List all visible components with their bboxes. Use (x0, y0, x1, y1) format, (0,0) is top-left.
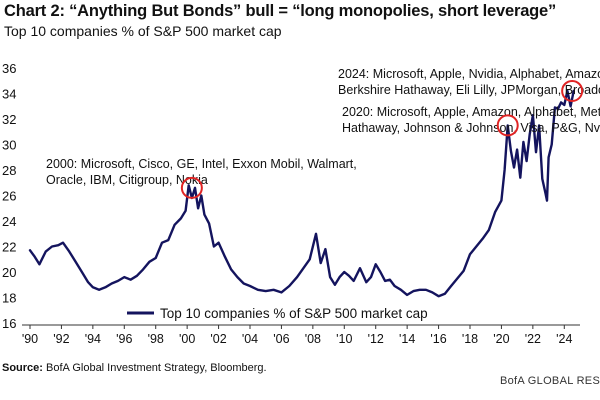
y-tick-label: 16 (2, 316, 16, 331)
y-tick-label: 22 (2, 240, 16, 255)
x-tick-label: '06 (273, 332, 289, 346)
legend-label: Top 10 companies % of S&P 500 market cap (160, 306, 428, 321)
annotation-2024-circle (561, 79, 584, 102)
annotation-2020-line: Hathaway, Johnson & Johnson, Visa, P&G, … (342, 121, 600, 135)
x-tick-label: '96 (116, 332, 132, 346)
x-tick-label: '08 (305, 332, 321, 346)
y-tick-label: 36 (2, 61, 16, 76)
x-tick-label: '12 (368, 332, 384, 346)
x-tick-label: '02 (210, 332, 226, 346)
y-tick-label: 32 (2, 112, 16, 127)
source-text: BofA Global Investment Strategy, Bloombe… (46, 362, 267, 374)
annotation-2020: 2020: Microsoft, Apple, Amazon, Alphabet… (342, 105, 600, 137)
y-tick-label: 26 (2, 189, 16, 204)
annotation-2000-line: Oracle, IBM, Citigroup, Nokia (46, 173, 208, 187)
y-tick-label: 30 (2, 138, 16, 153)
legend: Top 10 companies % of S&P 500 market cap (120, 303, 428, 323)
y-axis: 16 18 20 22 24 26 28 30 32 34 36 (2, 61, 16, 331)
x-tick-label: '22 (525, 332, 541, 346)
annotation-2000-circle (180, 176, 203, 199)
x-tick-label: '24 (556, 332, 572, 346)
x-tick-label: '10 (336, 332, 352, 346)
annotation-2024-line: 2024: Microsoft, Apple, Nvidia, Alphabet… (338, 67, 600, 81)
series-line-top10-share (28, 89, 575, 298)
chart-title: Chart 2: “Anything But Bonds” bull = “lo… (4, 2, 557, 20)
y-tick-label: 18 (2, 291, 16, 306)
x-tick-label: '98 (148, 332, 164, 346)
x-axis: '90 '92 '94 '96 '98 '00 '02 '04 '06 '08 '10 '12 '14 '… (22, 325, 572, 346)
brand-footer: BofA GLOBAL RESEAR (500, 375, 600, 387)
x-tick-label: '14 (399, 332, 415, 346)
annotation-2000-line: 2000: Microsoft, Cisco, GE, Intel, Exxon… (46, 157, 357, 171)
x-tick-label: '92 (53, 332, 69, 346)
annotation-2024-line: Berkshire Hathaway, Eli Lilly, JPMorgan,… (338, 83, 600, 97)
x-tick-label: '04 (242, 332, 258, 346)
y-tick-label: 20 (2, 265, 16, 280)
x-tick-label: '18 (462, 332, 478, 346)
x-tick-label: '00 (179, 332, 195, 346)
annotation-2024: 2024: Microsoft, Apple, Nvidia, Alphabet… (338, 67, 600, 102)
x-tick-label: '16 (430, 332, 446, 346)
source-label: Source: (2, 362, 43, 374)
x-tick-label: '20 (493, 332, 509, 346)
y-tick-label: 28 (2, 163, 16, 178)
annotations: 2000: Microsoft, Cisco, GE, Intel, Exxon… (46, 67, 600, 199)
annotation-2000: 2000: Microsoft, Cisco, GE, Intel, Exxon… (46, 157, 357, 199)
annotation-2020-line: 2020: Microsoft, Apple, Amazon, Alphabet… (342, 105, 600, 119)
annotation-2020-circle (496, 114, 519, 137)
x-tick-label: '90 (22, 332, 38, 346)
y-tick-label: 34 (2, 87, 16, 102)
source-note: Source: BofA Global Investment Strategy,… (2, 362, 267, 374)
x-tick-label: '94 (85, 332, 101, 346)
chart-subtitle: Top 10 companies % of S&P 500 market cap (4, 23, 282, 39)
y-tick-label: 24 (2, 214, 16, 229)
